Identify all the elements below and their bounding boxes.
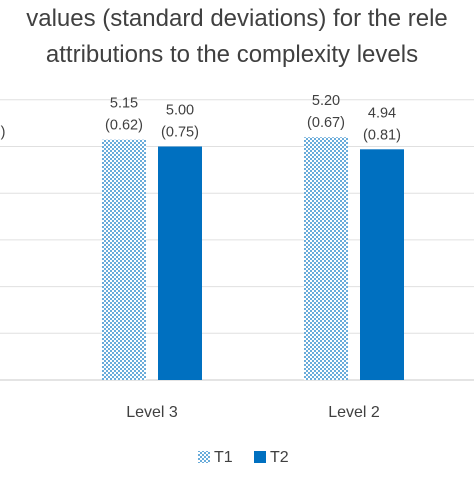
legend-swatch-t1: [198, 451, 210, 463]
category-label: Level 2: [328, 404, 380, 421]
data-label: 4.94: [368, 105, 396, 121]
chart-title-line: values (standard deviations) for the rel…: [26, 5, 448, 32]
data-label: (0.62): [105, 117, 143, 133]
data-label: (0.67): [307, 115, 345, 131]
bar-t1-level-2: [304, 137, 348, 380]
chart-title-line: attributions to the complexity levels: [46, 41, 418, 68]
data-label: 5.20: [312, 93, 340, 109]
bar-t2-level-3: [158, 146, 202, 380]
data-label: ): [1, 125, 6, 141]
data-label: (0.75): [161, 125, 199, 141]
data-label: 5.00: [166, 103, 194, 119]
legend-label-t2: T2: [270, 449, 289, 466]
legend-swatch-t2: [254, 451, 266, 463]
bar-t2-level-2: [360, 149, 404, 380]
bar-t1-level-3: [102, 139, 146, 380]
legend-label-t1: T1: [214, 449, 233, 466]
data-label: 5.15: [110, 95, 138, 111]
category-label: Level 3: [126, 404, 178, 421]
data-label: (0.81): [363, 127, 401, 143]
